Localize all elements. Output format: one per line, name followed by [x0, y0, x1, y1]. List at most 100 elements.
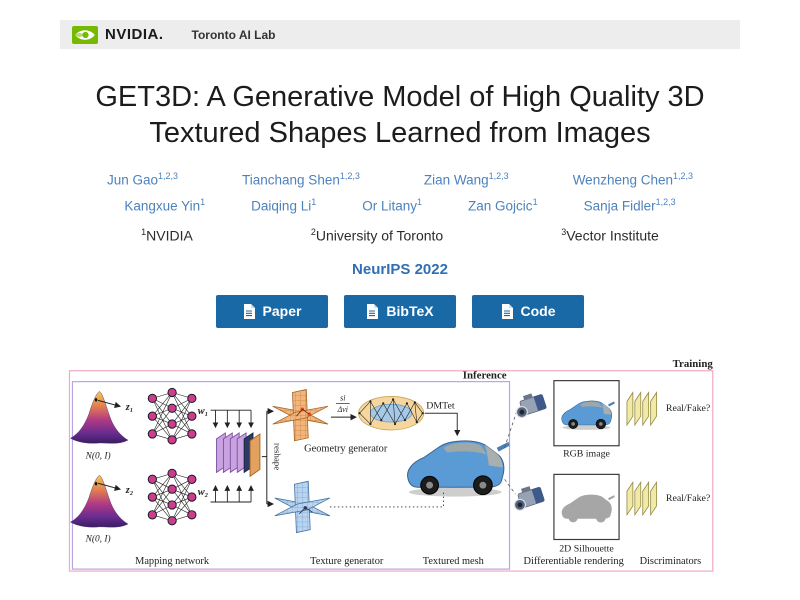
- author-link[interactable]: Zan Gojcic1: [468, 197, 538, 214]
- noise-surface-2: [69, 474, 129, 528]
- author-link[interactable]: Kangxue Yin1: [124, 197, 205, 214]
- affil-name: Vector Institute: [566, 227, 659, 244]
- texture-generator-label: Texture generator: [310, 556, 384, 567]
- author-link[interactable]: Zian Wang1,2,3: [424, 171, 509, 188]
- z1-label: z₁: [125, 402, 134, 413]
- author-affil-sup: 1: [200, 196, 206, 207]
- bibtex-button[interactable]: BibTeX: [344, 294, 456, 328]
- geometry-triplane: [272, 388, 329, 441]
- paper-button-label: Paper: [262, 303, 302, 320]
- texture-flow-line: [329, 491, 444, 508]
- author-affil-sup: 1,2,3: [655, 196, 676, 207]
- author-name: Or Litany: [362, 198, 418, 213]
- affil-name: NVIDIA: [146, 227, 193, 244]
- mlp-network-1: [147, 387, 197, 445]
- texture-triplane: [274, 480, 331, 533]
- reshape-label: reshape: [273, 443, 283, 470]
- document-icon: [243, 303, 255, 319]
- authors-row-1: Jun Gao1,2,3 Tianchang Shen1,2,3 Zian Wa…: [60, 171, 740, 188]
- author-name: Zian Wang: [423, 172, 489, 188]
- brand-wordmark: NVIDIA.: [105, 26, 164, 43]
- mlp-network-2: [147, 468, 197, 526]
- author-affil-sup: 1,2,3: [488, 171, 509, 181]
- rgb-image-label: RGB image: [563, 448, 610, 459]
- action-buttons: Paper BibTeX Code: [60, 294, 740, 328]
- silhouette-car: [561, 494, 615, 523]
- discriminator-stack-top: [626, 391, 657, 426]
- frac-numerator: si: [340, 393, 345, 402]
- code-button-label: Code: [520, 303, 556, 320]
- w2-arrows: [210, 484, 254, 503]
- noise-dist-label-2: N(0, I): [85, 533, 111, 544]
- geometry-generator-label: Geometry generator: [304, 443, 388, 454]
- inference-box: [71, 380, 511, 570]
- author-name: Tianchang Shen: [242, 172, 340, 188]
- author-name: Kangxue Yin: [124, 198, 201, 213]
- affil-sup: 1: [141, 227, 147, 237]
- real-fake-label-top: Real/Fake?: [666, 403, 710, 414]
- document-icon: [367, 303, 379, 319]
- affil-name: University of Toronto: [315, 227, 444, 244]
- author-link[interactable]: Jun Gao1,2,3: [107, 171, 178, 188]
- dmtet-to-mesh-arrow: [424, 412, 461, 436]
- camera-icon-bottom: [509, 482, 546, 512]
- nvidia-eye-icon: [72, 25, 98, 44]
- authors-block: Jun Gao1,2,3 Tianchang Shen1,2,3 Zian Wa…: [60, 171, 740, 213]
- noise-arrow-2: [97, 482, 122, 491]
- author-name: Jun Gao: [106, 172, 158, 188]
- training-label: Training: [673, 357, 714, 369]
- author-affil-sup: 1: [311, 196, 317, 207]
- w2-label: w₂: [198, 487, 209, 498]
- inference-label: Inference: [463, 369, 507, 381]
- noise-dist-label-1: N(0, I): [85, 450, 111, 461]
- affil-sup: 3: [561, 227, 567, 237]
- training-box: [68, 369, 714, 572]
- real-fake-label-bottom: Real/Fake?: [666, 493, 710, 504]
- top-navbar: NVIDIA. Toronto AI Lab: [60, 20, 740, 49]
- lab-name[interactable]: Toronto AI Lab: [191, 27, 276, 42]
- code-button[interactable]: Code: [472, 294, 584, 328]
- page-container: NVIDIA. Toronto AI Lab GET3D: A Generati…: [60, 20, 740, 576]
- feature-stack: [216, 431, 261, 477]
- venue-label: NeurIPS 2022: [352, 260, 448, 278]
- w1-label: w₁: [198, 406, 209, 417]
- author-affil-sup: 1,2,3: [339, 171, 360, 181]
- affiliation: 3Vector Institute: [561, 227, 659, 244]
- dmtet-mesh: [358, 395, 425, 431]
- nvidia-logo[interactable]: NVIDIA.: [72, 25, 164, 44]
- frac-denominator: Δvi: [337, 405, 348, 414]
- author-name: Daiqing Li: [251, 198, 312, 213]
- bibtex-button-label: BibTeX: [386, 303, 434, 320]
- page-title: GET3D: A Generative Model of High Qualit…: [95, 81, 705, 149]
- architecture-diagram: Training Inference z₁ z₂ N(0, I) N(0, I)…: [68, 357, 714, 572]
- author-affil-sup: 1,2,3: [157, 171, 179, 181]
- author-name: Sanja Fidler: [583, 198, 656, 213]
- affiliations-row: 1NVIDIA 2University of Toronto 3Vector I…: [60, 227, 740, 244]
- camera-icon-top: [511, 389, 548, 420]
- affiliation: 1NVIDIA: [141, 227, 193, 244]
- author-link[interactable]: Daiqing Li1: [251, 197, 316, 214]
- authors-row-2: Kangxue Yin1 Daiqing Li1 Or Litany1 Zan …: [60, 197, 740, 214]
- author-link[interactable]: Or Litany1: [362, 197, 422, 214]
- document-icon: [501, 303, 513, 319]
- paper-button[interactable]: Paper: [216, 294, 328, 328]
- author-link[interactable]: Wenzheng Chen1,2,3: [573, 171, 693, 188]
- textured-mesh-label: Textured mesh: [423, 556, 485, 567]
- w1-arrows: [210, 409, 254, 428]
- silhouette-label: 2D Silhouette: [559, 543, 614, 554]
- author-link[interactable]: Sanja Fidler1,2,3: [584, 197, 676, 214]
- affiliation: 2University of Toronto: [311, 227, 443, 244]
- noise-surface-1: [69, 390, 129, 444]
- discriminators-label: Discriminators: [640, 556, 702, 567]
- mapping-network-label: Mapping network: [135, 556, 210, 567]
- author-affil-sup: 1: [532, 196, 538, 207]
- reshape-bracket: [261, 407, 275, 507]
- render-ray-top: [504, 408, 518, 448]
- author-affil-sup: 1,2,3: [673, 171, 694, 181]
- z2-label: z₂: [125, 485, 134, 496]
- author-name: Zan Gojcic: [468, 198, 533, 213]
- dmtet-label: DMTet: [426, 400, 455, 411]
- author-link[interactable]: Tianchang Shen1,2,3: [242, 171, 360, 188]
- differentiable-rendering-label: Differentiable rendering: [524, 556, 624, 567]
- architecture-figure: Training Inference z₁ z₂ N(0, I) N(0, I)…: [60, 354, 742, 576]
